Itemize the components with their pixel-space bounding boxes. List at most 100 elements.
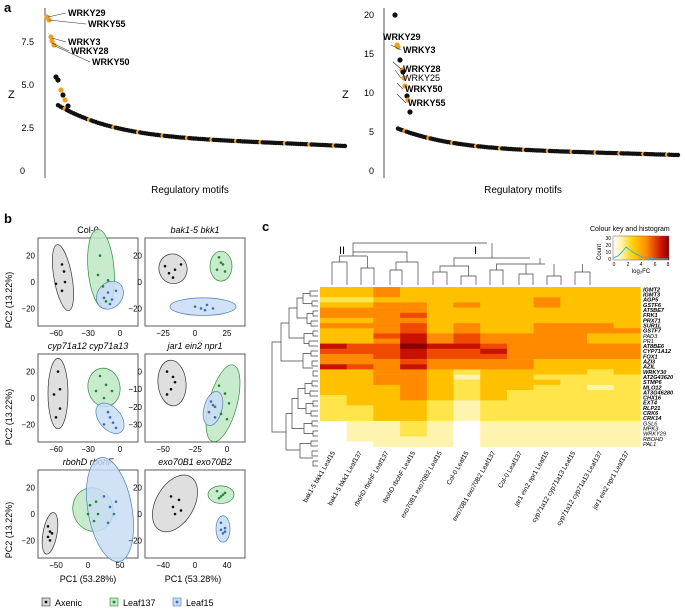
heatmap-cell [320, 302, 347, 308]
pca-xtick: −50 [156, 445, 170, 454]
gene-label: RLP21 [643, 406, 660, 412]
heatmap-cell [613, 317, 641, 324]
heatmap-cell [560, 369, 588, 375]
right-ytick-4: 20 [364, 10, 374, 20]
heatmap-cell [426, 292, 454, 298]
heatmap-cell [400, 307, 428, 314]
heatmap-cell [400, 343, 428, 350]
heatmap-cell [533, 302, 561, 308]
pca-point-a [63, 280, 67, 284]
colour-key: Colour key and histogram Count 0 10 20 3… [590, 226, 670, 275]
gene-label: CHX16 [643, 396, 662, 402]
heatmap-cell [560, 353, 588, 360]
heatmap-cell [320, 359, 347, 365]
pca-plot-0: Col-0 20 0 −20 −60 −30 0 [21, 225, 139, 338]
heatmap-cell [613, 420, 641, 427]
pca-point-g [110, 389, 114, 393]
right-ytick-2: 10 [364, 88, 374, 98]
key-xtick-2: 4 [640, 262, 643, 268]
heatmap-cell [373, 359, 401, 365]
heatmap-cell [480, 297, 508, 303]
motif-point-top [407, 109, 413, 115]
heatmap-cell [426, 436, 454, 442]
motif-point-top [402, 83, 408, 89]
pca-point-a [58, 407, 62, 410]
left-annot-0: WRKY29 [68, 8, 106, 18]
heatmap-cell [426, 400, 454, 406]
heatmap-cell [533, 415, 561, 422]
heatmap-cell [320, 297, 347, 303]
heatmap-cell [400, 364, 428, 370]
pca-point-b [106, 521, 110, 525]
heatmap-cell [320, 431, 347, 437]
gene-label: AT5BE7 [642, 308, 665, 314]
pca-point-b [108, 505, 112, 509]
heatmap-cell [320, 292, 347, 298]
pca-point-g [217, 256, 221, 259]
heatmap-cell [533, 420, 561, 427]
heatmap-cell [587, 410, 614, 417]
heatmap-cell [373, 307, 401, 314]
heatmap-cell [346, 420, 374, 427]
heatmap-cell [560, 395, 588, 401]
heatmap-cell [587, 359, 614, 365]
heatmap-cell [346, 287, 374, 293]
heatmap-cell [426, 307, 454, 314]
heatmap-cell [346, 333, 374, 339]
heatmap-cell [560, 384, 588, 391]
pca-plot-1: bak1-5 bkk1 20 0 −20 −25 0 25 [128, 225, 246, 338]
heatmap-cell [346, 374, 374, 381]
heatmap-cell [346, 328, 374, 334]
heatmap-cell [533, 353, 561, 360]
heatmap-cell [426, 302, 454, 308]
heatmap-cell [480, 307, 508, 314]
pca-point-b [199, 307, 203, 310]
heatmap-cell [480, 328, 508, 334]
pca-point-a [165, 393, 169, 396]
heatmap-cell [506, 328, 534, 334]
pca-point-a [62, 270, 66, 273]
left-y-label: Z [8, 89, 15, 101]
pca-point-g [94, 389, 98, 393]
heatmap-cell [613, 390, 641, 396]
heatmap-cell [613, 359, 641, 365]
pca-point-b [221, 532, 225, 535]
heatmap-cell [560, 405, 588, 411]
heatmap-cell [320, 312, 347, 319]
heatmap-cell [426, 410, 454, 417]
heatmap-cell [560, 307, 588, 314]
heatmap-cell [613, 323, 641, 329]
gene-label: PR1 [643, 339, 654, 345]
gene-label: AZI3 [642, 360, 656, 366]
heatmap-cell [320, 323, 347, 329]
heatmap-cell [480, 333, 508, 339]
motif-point [675, 152, 681, 158]
heatmap-cell [453, 343, 481, 350]
heatmap-cell [426, 395, 454, 401]
pca-point-g [219, 495, 223, 498]
heatmap-cell [373, 323, 401, 329]
heatmap-cell [453, 317, 481, 324]
pca-point-b [203, 308, 207, 312]
heatmap-cell [560, 426, 588, 432]
heatmap-cell [400, 405, 428, 411]
heatmap-cell [613, 287, 641, 293]
gene-label: FRK1 [643, 313, 658, 319]
pca-xtick: 0 [118, 445, 123, 454]
heatmap-cell [320, 317, 347, 324]
heatmap-cell [506, 431, 534, 437]
heatmap-cell [400, 415, 428, 422]
heatmap-cell [346, 405, 374, 411]
heatmap-cell [453, 297, 481, 303]
key-xtick-0: 0 [613, 262, 616, 268]
heatmap-cell [560, 359, 588, 365]
heatmap-cell [587, 353, 614, 360]
heatmap-cell [400, 390, 428, 396]
heatmap-cell [506, 379, 534, 386]
heatmap-cell [480, 287, 508, 293]
heatmap-cell [506, 297, 534, 303]
heatmap-cell [506, 348, 534, 355]
heatmap-cell [506, 302, 534, 308]
key-xtick-3: 6 [654, 262, 657, 268]
